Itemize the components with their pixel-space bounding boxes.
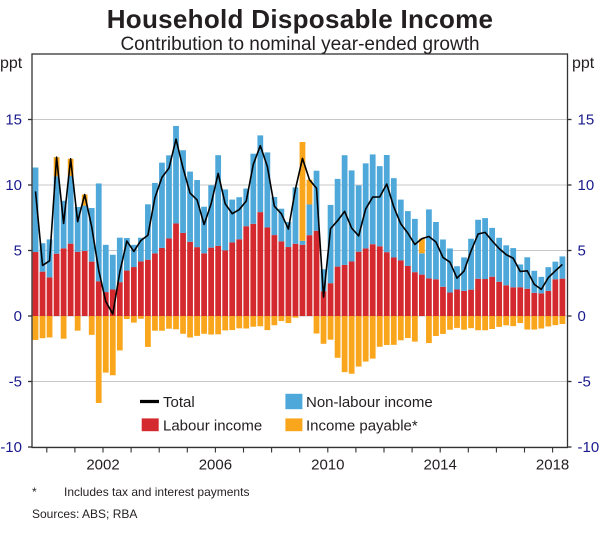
svg-text:5: 5	[578, 243, 586, 260]
svg-text:15: 15	[578, 112, 595, 129]
svg-text:0: 0	[14, 308, 22, 325]
svg-text:-10: -10	[578, 439, 600, 456]
svg-text:-5: -5	[9, 374, 22, 391]
svg-text:2010: 2010	[311, 457, 344, 474]
svg-text:-10: -10	[0, 439, 22, 456]
svg-text:2002: 2002	[86, 457, 119, 474]
svg-text:5: 5	[14, 243, 22, 260]
svg-text:2018: 2018	[536, 457, 569, 474]
svg-text:10: 10	[578, 177, 595, 194]
svg-text:Income payable*: Income payable*	[306, 417, 418, 434]
svg-text:-5: -5	[578, 374, 591, 391]
svg-text:0: 0	[578, 308, 586, 325]
svg-text:Non-labour income: Non-labour income	[306, 394, 433, 411]
svg-text:15: 15	[5, 112, 22, 129]
svg-text:2006: 2006	[199, 457, 232, 474]
svg-text:Labour income: Labour income	[163, 417, 262, 434]
svg-text:Total: Total	[163, 394, 195, 411]
svg-text:10: 10	[5, 177, 22, 194]
svg-text:2014: 2014	[424, 457, 457, 474]
